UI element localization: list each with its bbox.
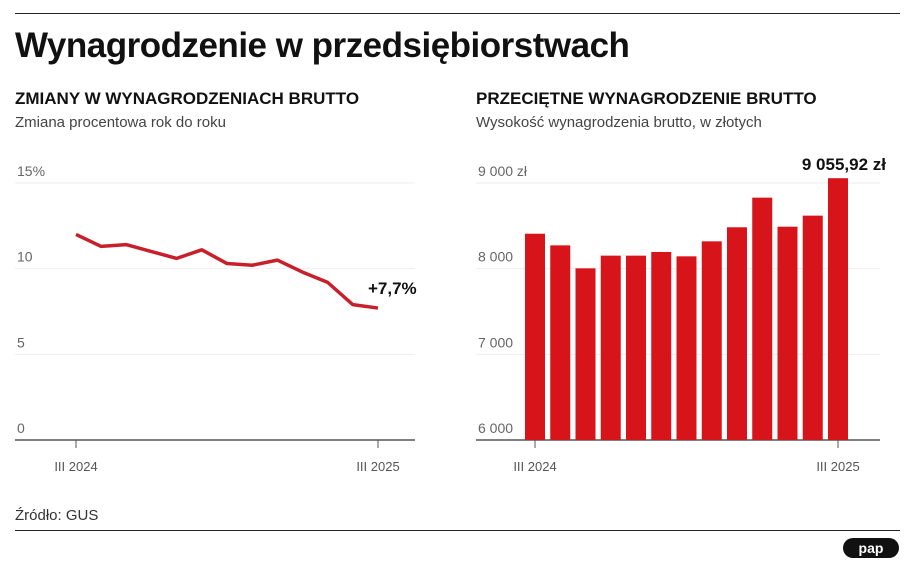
source-note: Źródło: GUS <box>15 507 99 524</box>
x-tick-label: III 2025 <box>816 459 859 474</box>
bar <box>600 255 621 440</box>
y-tick-label: 15% <box>17 163 45 179</box>
x-tick-label: III 2024 <box>54 459 97 474</box>
y-tick-label: 10 <box>17 249 33 265</box>
bar <box>525 233 545 440</box>
bar <box>727 227 747 440</box>
bar <box>752 197 773 440</box>
bar <box>651 251 672 440</box>
y-tick-label: 5 <box>17 334 25 350</box>
pap-logo: pap <box>843 538 899 558</box>
bottom-rule <box>15 530 900 531</box>
bar <box>777 226 798 440</box>
bar <box>701 241 722 440</box>
series-line <box>75 232 379 310</box>
value-annotation: +7,7% <box>368 279 417 298</box>
value-annotation: 9 055,92 zł <box>802 155 886 174</box>
left-chart-subtitle: Zmiana procentowa rok do roku <box>15 114 226 131</box>
page-title: Wynagrodzenie w przedsiębiorstwach <box>15 26 630 65</box>
x-tick-label: III 2024 <box>513 459 556 474</box>
y-tick-label: 0 <box>17 420 25 436</box>
bar <box>676 256 697 440</box>
right-chart-subtitle: Wysokość wynagrodzenia brutto, w złotych <box>476 114 762 131</box>
bar <box>575 268 596 440</box>
y-tick-label: 7 000 <box>478 334 513 350</box>
right-chart-title: PRZECIĘTNE WYNAGRODZENIE BRUTTO <box>476 89 817 108</box>
x-tick-label: III 2025 <box>356 459 399 474</box>
bar <box>550 245 571 440</box>
bar <box>802 215 823 440</box>
y-tick-label: 9 000 zł <box>478 163 528 179</box>
bar <box>626 255 646 440</box>
bar <box>828 178 848 440</box>
top-rule <box>15 13 900 14</box>
left-chart-title: ZMIANY W WYNAGRODZENIACH BRUTTO <box>15 89 360 108</box>
y-tick-label: 6 000 <box>478 420 513 436</box>
y-tick-label: 8 000 <box>478 249 513 265</box>
